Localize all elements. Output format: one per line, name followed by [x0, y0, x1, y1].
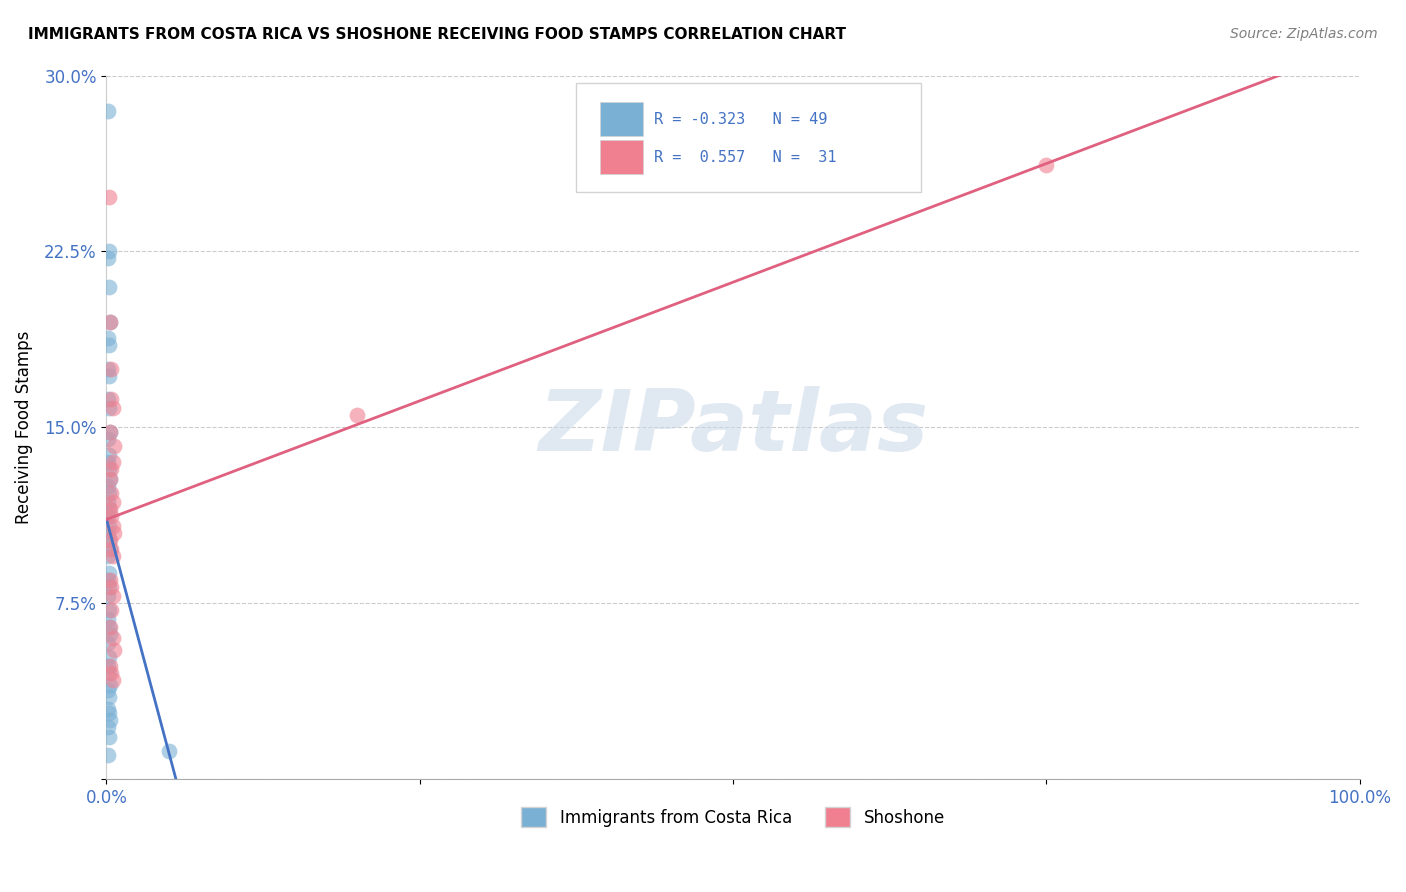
Text: IMMIGRANTS FROM COSTA RICA VS SHOSHONE RECEIVING FOOD STAMPS CORRELATION CHART: IMMIGRANTS FROM COSTA RICA VS SHOSHONE R…: [28, 27, 846, 42]
Point: [97, 589, 120, 603]
Point: [97, 636, 120, 650]
Point: [97, 103, 120, 118]
Point: [98, 626, 121, 640]
Point: [98, 472, 121, 486]
Point: [103, 643, 125, 657]
Point: [97, 462, 120, 476]
Point: [97, 190, 120, 204]
Point: [97, 401, 120, 416]
FancyBboxPatch shape: [576, 83, 921, 192]
Point: [97, 650, 120, 665]
Text: Source: ZipAtlas.com: Source: ZipAtlas.com: [1230, 27, 1378, 41]
Point: [97, 533, 120, 547]
Point: [97, 392, 120, 406]
Point: [97, 368, 120, 383]
Text: R =  0.557   N =  31: R = 0.557 N = 31: [654, 150, 837, 165]
Point: [97, 331, 120, 345]
Point: [98, 659, 121, 673]
FancyBboxPatch shape: [600, 140, 643, 174]
Point: [97, 448, 120, 462]
Point: [100, 486, 122, 500]
Point: [97, 566, 120, 580]
Point: [97, 666, 120, 681]
Text: R = -0.323   N = 49: R = -0.323 N = 49: [654, 112, 827, 127]
Point: [98, 502, 121, 516]
Point: [97, 549, 120, 564]
Point: [97, 502, 120, 516]
Point: [100, 509, 122, 524]
Point: [97, 748, 120, 763]
Point: [101, 673, 124, 688]
Text: ZIPatlas: ZIPatlas: [538, 385, 928, 468]
Y-axis label: Receiving Food Stamps: Receiving Food Stamps: [15, 331, 32, 524]
Point: [97, 525, 120, 540]
Point: [103, 439, 125, 453]
Point: [100, 462, 122, 476]
Point: [100, 666, 122, 681]
Point: [98, 619, 121, 633]
Point: [101, 632, 124, 646]
Point: [97, 730, 120, 744]
Point: [101, 589, 124, 603]
Point: [97, 682, 120, 697]
Point: [100, 361, 122, 376]
Point: [100, 603, 122, 617]
Point: [103, 525, 125, 540]
Point: [97, 244, 120, 259]
Point: [100, 580, 122, 594]
Point: [101, 549, 124, 564]
Point: [97, 432, 120, 446]
Point: [100, 542, 122, 557]
Point: [97, 479, 120, 493]
Point: [97, 659, 120, 673]
Point: [97, 701, 120, 715]
Point: [97, 612, 120, 626]
Point: [97, 509, 120, 524]
Point: [101, 455, 124, 469]
Point: [98, 714, 121, 728]
Point: [97, 619, 120, 633]
Point: [98, 315, 121, 329]
Point: [98, 542, 121, 557]
Point: [97, 338, 120, 352]
Point: [97, 455, 120, 469]
Point: [97, 495, 120, 509]
Point: [346, 409, 368, 423]
Legend: Immigrants from Costa Rica, Shoshone: Immigrants from Costa Rica, Shoshone: [515, 800, 952, 834]
Point: [157, 744, 180, 758]
Point: [97, 279, 120, 293]
Point: [101, 401, 124, 416]
Point: [97, 580, 120, 594]
Point: [97, 690, 120, 704]
Point: [101, 518, 124, 533]
Point: [100, 392, 122, 406]
Point: [98, 472, 121, 486]
Point: [1035, 158, 1057, 172]
Point: [98, 425, 121, 439]
Point: [98, 315, 121, 329]
Point: [97, 252, 120, 266]
Point: [97, 361, 120, 376]
Point: [97, 486, 120, 500]
Point: [98, 425, 121, 439]
Point: [97, 706, 120, 721]
Point: [98, 678, 121, 692]
Point: [98, 573, 121, 587]
FancyBboxPatch shape: [600, 103, 643, 136]
Point: [97, 518, 120, 533]
Point: [101, 495, 124, 509]
Point: [98, 533, 121, 547]
Point: [97, 603, 120, 617]
Point: [97, 720, 120, 734]
Point: [97, 573, 120, 587]
